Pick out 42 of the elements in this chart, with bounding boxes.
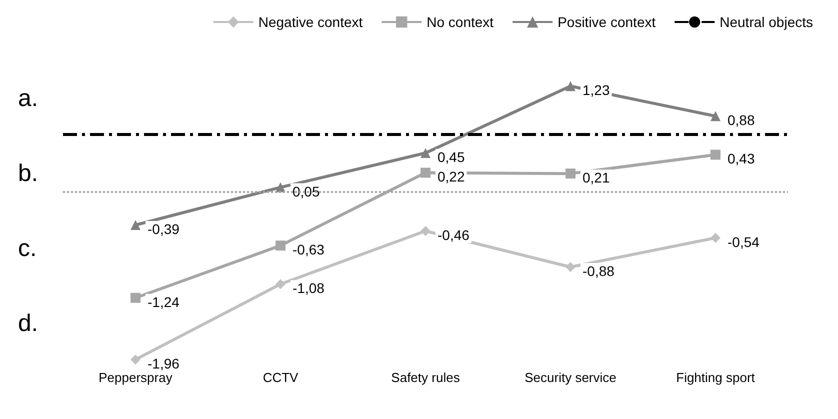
text: b. xyxy=(18,160,38,187)
x-tick-label: Pepperspray xyxy=(98,370,173,385)
data-label: -0,39 xyxy=(148,221,180,237)
x-tick-label: Safety rules xyxy=(391,370,460,385)
legend-label: No context xyxy=(426,14,494,30)
point xyxy=(130,292,140,303)
point xyxy=(710,111,720,122)
text: a. xyxy=(18,85,38,112)
point xyxy=(276,240,286,251)
data-label: -1,08 xyxy=(292,280,325,296)
legend-label: Positive context xyxy=(558,14,656,30)
point xyxy=(566,81,576,92)
x-tick-label: Security service xyxy=(524,370,616,385)
point xyxy=(420,148,430,158)
data-label: -1,24 xyxy=(148,294,180,310)
data-label: 0,88 xyxy=(728,112,755,128)
legend-label: Negative context xyxy=(258,14,363,30)
data-label: 0,43 xyxy=(728,150,755,167)
data-label: -0,88 xyxy=(582,263,615,279)
point xyxy=(130,354,140,365)
text: d. xyxy=(18,310,38,337)
point xyxy=(420,226,430,236)
data-label: 0,21 xyxy=(582,170,610,186)
point xyxy=(710,232,720,243)
point xyxy=(276,279,286,290)
data-label: -0,54 xyxy=(728,234,760,250)
point xyxy=(710,150,720,160)
point xyxy=(566,168,576,179)
point xyxy=(130,220,140,230)
data-label: -1,96 xyxy=(148,356,180,372)
x-tick-label: CCTV xyxy=(262,370,299,385)
point xyxy=(420,168,430,178)
legend-label: Neutral objects xyxy=(720,14,814,30)
x-tick-label: Fighting sport xyxy=(676,370,756,385)
data-label: 0,05 xyxy=(292,183,320,200)
data-label: -0,63 xyxy=(292,242,325,258)
data-label: 0,45 xyxy=(438,149,465,165)
data-label: 0,22 xyxy=(438,168,465,185)
text: c. xyxy=(18,235,37,262)
data-label: -0,46 xyxy=(438,227,470,243)
data-label: 1,23 xyxy=(582,82,610,98)
point xyxy=(566,262,576,272)
